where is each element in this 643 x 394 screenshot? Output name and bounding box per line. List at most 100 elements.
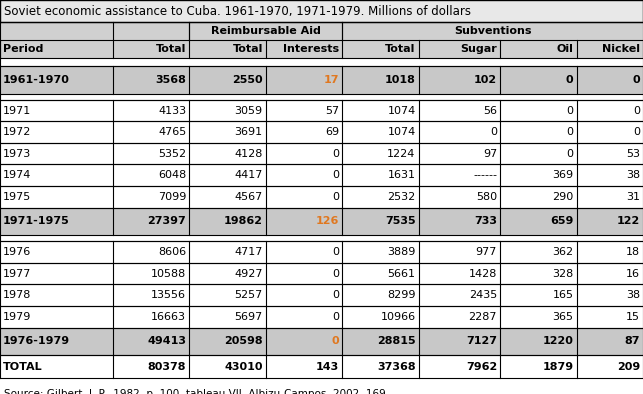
Text: 6048: 6048 <box>158 170 186 180</box>
Text: Reimbursable Aid: Reimbursable Aid <box>211 26 321 36</box>
Bar <box>0 235 643 242</box>
Text: TOTAL: TOTAL <box>3 362 42 372</box>
Text: 122: 122 <box>617 216 640 227</box>
Text: 7962: 7962 <box>466 362 497 372</box>
Text: 0: 0 <box>633 127 640 137</box>
Text: Period: Period <box>3 44 43 54</box>
Text: 80378: 80378 <box>148 362 186 372</box>
Text: 10966: 10966 <box>381 312 415 322</box>
Text: 1428: 1428 <box>469 269 497 279</box>
Bar <box>0 66 643 94</box>
Text: Subventions: Subventions <box>454 26 531 36</box>
Text: 2532: 2532 <box>388 192 415 202</box>
Text: 16: 16 <box>626 269 640 279</box>
Text: 37368: 37368 <box>377 362 415 372</box>
Text: 362: 362 <box>552 247 574 257</box>
Text: 3889: 3889 <box>387 247 415 257</box>
Text: Total: Total <box>232 44 263 54</box>
Bar <box>0 143 643 164</box>
Text: 580: 580 <box>476 192 497 202</box>
Text: 0: 0 <box>332 269 340 279</box>
Text: 659: 659 <box>550 216 574 227</box>
Text: 43010: 43010 <box>224 362 263 372</box>
Text: 8299: 8299 <box>387 290 415 300</box>
Text: 1074: 1074 <box>388 127 415 137</box>
Text: 5697: 5697 <box>235 312 263 322</box>
Text: 0: 0 <box>633 106 640 116</box>
Text: 733: 733 <box>474 216 497 227</box>
Text: 102: 102 <box>474 75 497 85</box>
Text: 0: 0 <box>566 149 574 159</box>
Bar <box>0 121 643 143</box>
Text: Sugar: Sugar <box>460 44 497 54</box>
Text: 87: 87 <box>624 336 640 346</box>
Text: Oil: Oil <box>557 44 574 54</box>
Bar <box>0 327 643 355</box>
Text: 19862: 19862 <box>224 216 263 227</box>
Text: Total: Total <box>385 44 415 54</box>
Text: 977: 977 <box>476 247 497 257</box>
Text: 0: 0 <box>332 149 340 159</box>
Text: 1971: 1971 <box>3 106 32 116</box>
Bar <box>0 208 643 235</box>
Bar <box>0 0 643 22</box>
Text: 290: 290 <box>552 192 574 202</box>
Text: 1018: 1018 <box>385 75 415 85</box>
Text: 4717: 4717 <box>235 247 263 257</box>
Text: 13556: 13556 <box>151 290 186 300</box>
Text: 28815: 28815 <box>377 336 415 346</box>
Text: 8606: 8606 <box>158 247 186 257</box>
Text: 1976-1979: 1976-1979 <box>3 336 70 346</box>
Bar <box>0 263 643 284</box>
Text: 56: 56 <box>483 106 497 116</box>
Text: 0: 0 <box>566 127 574 137</box>
Text: 328: 328 <box>552 269 574 279</box>
Text: 38: 38 <box>626 170 640 180</box>
Text: 1978: 1978 <box>3 290 32 300</box>
Text: 369: 369 <box>552 170 574 180</box>
Text: ------: ------ <box>473 170 497 180</box>
Text: 3059: 3059 <box>235 106 263 116</box>
Bar <box>0 40 643 58</box>
Text: 5661: 5661 <box>388 269 415 279</box>
Text: 1974: 1974 <box>3 170 32 180</box>
Text: 1977: 1977 <box>3 269 32 279</box>
Text: Nickel: Nickel <box>602 44 640 54</box>
Text: 1074: 1074 <box>388 106 415 116</box>
Text: 0: 0 <box>490 127 497 137</box>
Text: 165: 165 <box>552 290 574 300</box>
Text: 5257: 5257 <box>235 290 263 300</box>
Bar <box>0 94 643 100</box>
Text: 10588: 10588 <box>151 269 186 279</box>
Text: 5352: 5352 <box>158 149 186 159</box>
Text: 16663: 16663 <box>151 312 186 322</box>
Text: 0: 0 <box>332 170 340 180</box>
Text: 1961-1970: 1961-1970 <box>3 75 70 85</box>
Text: 2550: 2550 <box>232 75 263 85</box>
Text: 7127: 7127 <box>466 336 497 346</box>
Text: 69: 69 <box>325 127 340 137</box>
Text: 0: 0 <box>566 106 574 116</box>
Bar <box>0 284 643 306</box>
Text: 1972: 1972 <box>3 127 32 137</box>
Text: 0: 0 <box>332 290 340 300</box>
Text: 1975: 1975 <box>3 192 32 202</box>
Text: 27397: 27397 <box>148 216 186 227</box>
Text: 2435: 2435 <box>469 290 497 300</box>
Text: 209: 209 <box>617 362 640 372</box>
Text: 18: 18 <box>626 247 640 257</box>
Text: 1973: 1973 <box>3 149 32 159</box>
Text: 0: 0 <box>632 75 640 85</box>
Text: 126: 126 <box>316 216 340 227</box>
Text: 31: 31 <box>626 192 640 202</box>
Text: 7535: 7535 <box>385 216 415 227</box>
Text: 0: 0 <box>332 312 340 322</box>
Bar <box>0 242 643 263</box>
Text: 4567: 4567 <box>235 192 263 202</box>
Text: 0: 0 <box>332 336 340 346</box>
Bar <box>0 58 643 66</box>
Bar <box>0 100 643 121</box>
Text: 4128: 4128 <box>235 149 263 159</box>
Text: 4133: 4133 <box>158 106 186 116</box>
Text: 1979: 1979 <box>3 312 32 322</box>
